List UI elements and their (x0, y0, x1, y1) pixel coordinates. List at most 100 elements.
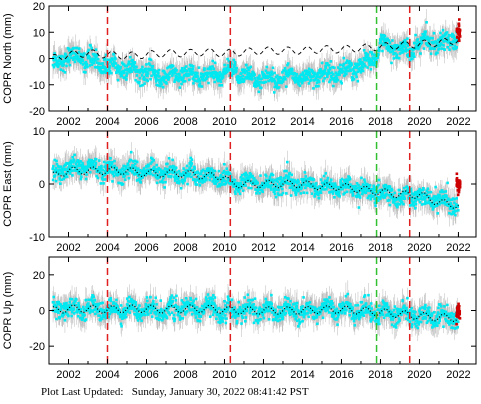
data-point (301, 178, 304, 181)
recent-point (455, 28, 459, 31)
data-point (196, 174, 200, 178)
data-point (164, 72, 167, 76)
data-point (89, 44, 92, 47)
data-point (62, 173, 65, 177)
data-point (325, 179, 329, 182)
data-point (423, 31, 427, 35)
data-point (91, 163, 94, 166)
recent-point (457, 22, 461, 26)
data-point (420, 41, 423, 45)
data-point (373, 56, 376, 60)
data-point (432, 31, 436, 35)
data-point (174, 178, 177, 181)
data-point (90, 63, 94, 66)
data-point (317, 84, 320, 88)
data-point (252, 84, 256, 88)
data-point (217, 169, 221, 173)
data-point (187, 168, 191, 172)
data-point (172, 165, 176, 169)
data-point (189, 160, 193, 164)
data-point (190, 158, 194, 161)
data-point (81, 63, 85, 66)
data-point (368, 63, 371, 67)
data-point (145, 70, 149, 74)
data-point (418, 41, 422, 45)
data-point (290, 173, 294, 177)
data-point (200, 77, 204, 81)
data-point (298, 76, 302, 80)
data-point (158, 75, 161, 78)
data-point (403, 41, 407, 45)
data-point (307, 70, 310, 74)
data-point (145, 165, 149, 168)
data-point (271, 173, 275, 177)
data-point (379, 39, 382, 42)
data-point (149, 77, 152, 81)
data-point (122, 164, 126, 168)
data-point (66, 162, 70, 166)
data-point (449, 41, 453, 44)
data-point (245, 173, 249, 177)
data-point (136, 160, 139, 164)
data-point (152, 159, 156, 162)
data-point (192, 82, 195, 85)
data-point (62, 177, 66, 181)
data-point (116, 68, 119, 71)
data-point (347, 65, 351, 68)
data-point (218, 71, 222, 74)
data-point (78, 57, 82, 61)
data-point (257, 83, 261, 87)
data-point (127, 176, 131, 180)
data-point (194, 71, 198, 75)
data-point (242, 177, 245, 180)
data-point (267, 79, 270, 83)
data-point (94, 157, 98, 161)
data-point (333, 182, 337, 185)
data-point (387, 39, 390, 42)
data-point (404, 46, 408, 50)
data-point (357, 193, 361, 197)
data-point (295, 188, 299, 192)
data-point (103, 169, 107, 173)
data-point (243, 174, 247, 177)
data-point (359, 62, 363, 66)
data-point (131, 170, 135, 173)
data-point (101, 71, 104, 75)
data-point (285, 180, 288, 183)
data-point (112, 170, 115, 174)
data-point (333, 195, 336, 199)
data-point (259, 86, 263, 90)
data-point (165, 162, 169, 166)
data-point (58, 165, 61, 169)
data-point (414, 46, 418, 50)
data-point (402, 49, 406, 53)
data-point (283, 176, 287, 180)
data-point (285, 70, 288, 73)
data-point (76, 56, 80, 59)
data-point (133, 162, 137, 166)
data-point (265, 71, 269, 75)
data-point (203, 68, 206, 72)
data-point (270, 70, 273, 74)
data-point (302, 191, 306, 194)
x-tick-label: 2006 (134, 116, 158, 128)
data-point (138, 76, 142, 80)
data-point (443, 48, 446, 52)
data-point (207, 81, 210, 85)
data-point (101, 168, 104, 172)
data-point (322, 184, 325, 188)
data-point (232, 185, 236, 188)
data-point (210, 73, 214, 76)
data-point (178, 180, 181, 183)
data-point (81, 161, 84, 165)
data-point (115, 166, 119, 170)
data-point (423, 33, 427, 37)
data-point (330, 77, 334, 80)
data-point (148, 172, 152, 176)
data-point (268, 71, 272, 75)
data-point (270, 76, 274, 80)
data-point (74, 52, 78, 56)
data-point (269, 73, 272, 76)
data-point (240, 173, 244, 177)
data-point (141, 65, 144, 69)
